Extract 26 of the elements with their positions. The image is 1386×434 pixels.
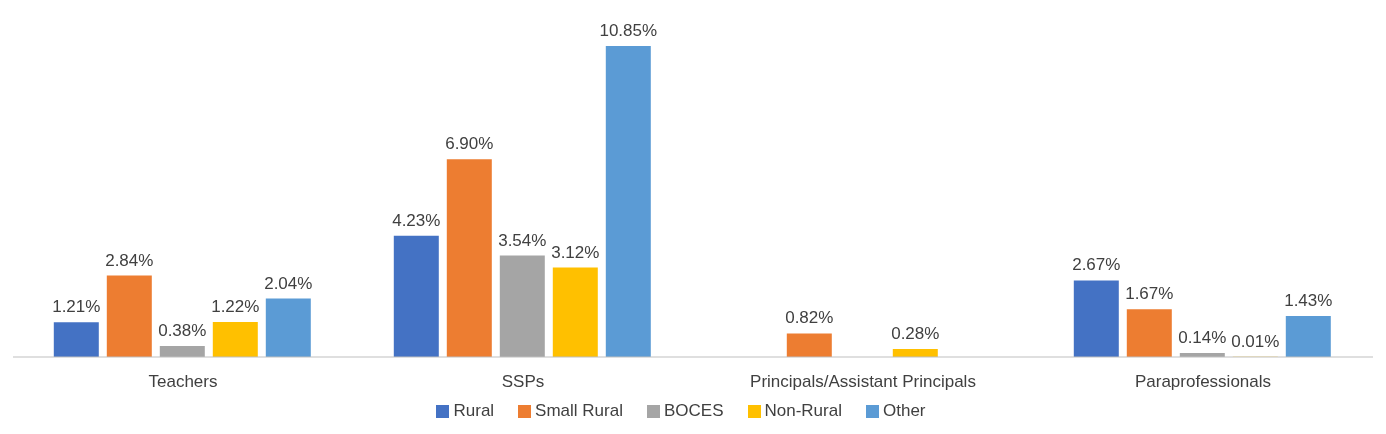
data-label: 3.12% <box>551 242 600 262</box>
data-label: 3.54% <box>498 230 547 250</box>
data-label: 0.01% <box>1231 331 1280 351</box>
legend-label: BOCES <box>663 401 724 420</box>
x-tick-label: Principals/Assistant Principals <box>750 372 976 392</box>
data-label: 0.38% <box>158 321 207 341</box>
data-label: 6.90% <box>445 134 494 154</box>
legend-label: Non-Rural <box>764 401 842 420</box>
legend-label: Small Rural <box>535 401 623 420</box>
data-label: 0.14% <box>1178 327 1227 347</box>
data-label: 2.04% <box>264 273 313 293</box>
data-label: 0.82% <box>785 308 834 328</box>
data-label: 1.21% <box>52 297 101 317</box>
legend-label: Other <box>882 401 926 420</box>
x-tick-label: SSPs <box>501 372 545 392</box>
data-label: 4.23% <box>392 210 441 230</box>
data-label: 2.84% <box>105 250 154 270</box>
data-label: 10.85% <box>599 21 658 40</box>
legend-label: Rural <box>453 401 495 420</box>
x-tick-label: Paraprofessionals <box>1134 372 1272 392</box>
data-label: 1.22% <box>211 297 260 317</box>
x-tick-label: Teachers <box>148 372 218 392</box>
data-label: 0.28% <box>891 323 940 343</box>
data-label: 1.43% <box>1284 291 1333 311</box>
data-label: 2.67% <box>1072 255 1121 275</box>
data-label: 1.67% <box>1125 284 1174 304</box>
